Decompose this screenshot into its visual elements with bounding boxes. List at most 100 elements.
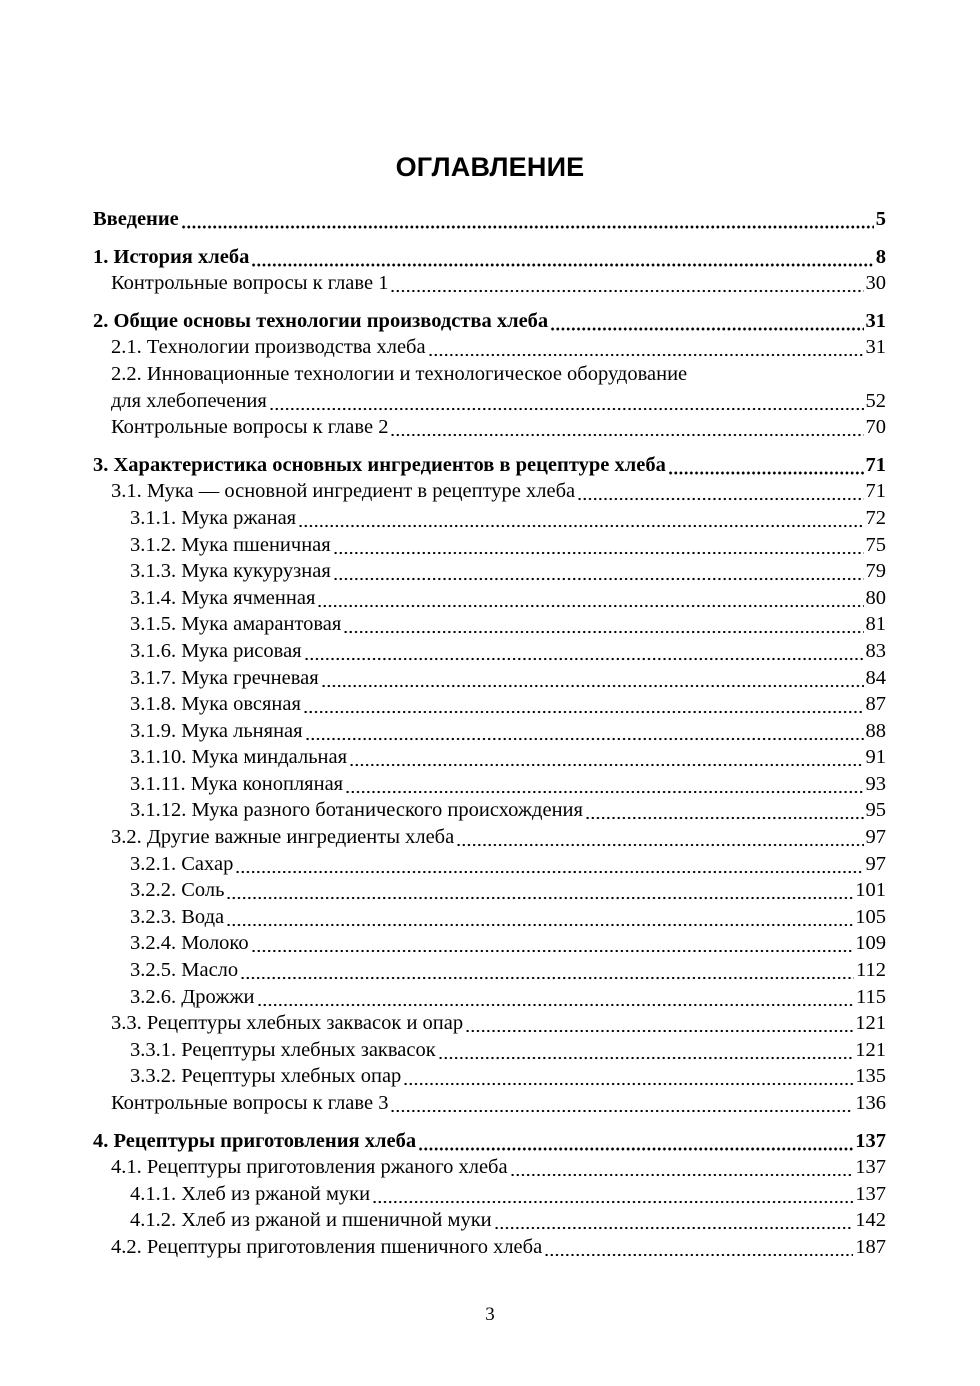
toc-entry-title: 3.1.1. Мука ржаная [130, 506, 297, 529]
toc-entry[interactable]: 3.1.4. Мука ячменная 80 [93, 584, 887, 612]
dot-leader [320, 664, 864, 692]
toc-entry[interactable]: 3.1.10. Мука миндальная 91 [93, 744, 886, 771]
toc-entry-title: 4.2. Рецептуры приготовления пшеничного … [111, 1235, 543, 1258]
toc-entry-title: 3.3.2. Рецептуры хлебных опар [130, 1065, 402, 1088]
dot-leader [667, 451, 864, 479]
toc-chapter[interactable]: 3. Характеристика основных ингредиентов … [93, 451, 886, 479]
dot-leader [465, 1010, 854, 1037]
dot-leader [390, 414, 864, 441]
toc-entry-title: 3.1.2. Мука пшеничная [130, 533, 331, 556]
dot-leader [303, 637, 864, 665]
toc-entry-page: 52 [865, 389, 887, 412]
toc-entry-title: 3.1.8. Мука овсяная [130, 693, 301, 716]
toc-entry-page: 83 [865, 639, 887, 662]
toc-entry-page: 97 [865, 826, 887, 849]
toc-entry-title: 4. Рецептуры приготовления хлеба [93, 1129, 417, 1152]
toc-entry-page: 80 [865, 586, 887, 609]
toc-entry[interactable]: для хлебопечения 52 [93, 387, 887, 415]
toc-entry[interactable]: 4.1.1. Хлеб из ржаной муки 137 [93, 1180, 886, 1208]
dot-leader [544, 1233, 854, 1261]
toc-entry[interactable]: 4.2. Рецептуры приготовления пшеничного … [93, 1233, 886, 1261]
toc-entry[interactable]: 3.1.9. Мука льняная 88 [93, 717, 886, 745]
toc-entry-page: 75 [865, 533, 887, 556]
toc-entry[interactable]: 3.2.2. Соль 101 [93, 877, 886, 904]
toc-entry-title: 3.2.5. Масло [130, 959, 239, 982]
dot-leader [493, 1207, 854, 1234]
toc-entry[interactable]: 3.2.1. Сахар 97 [93, 850, 887, 878]
toc-entry-page: 112 [856, 959, 886, 982]
toc-entry-title: 3. Характеристика основных ингредиентов … [93, 453, 666, 476]
toc-entry-page: 97 [865, 852, 887, 875]
dot-leader [403, 1063, 854, 1090]
dot-leader [251, 243, 874, 271]
toc-entry-page: 81 [865, 613, 887, 636]
toc-chapter[interactable]: Введение 5 [93, 206, 886, 233]
page-title: ОГЛАВЛЕНИЕ [395, 152, 585, 182]
table-of-contents: Введение 5 1. История хлеба 8 Контрольные во… [93, 206, 886, 1261]
toc-entry[interactable]: 3.3.2. Рецептуры хлебных опар 135 [93, 1063, 886, 1090]
toc-entry[interactable]: 3.1.6. Мука рисовая 83 [93, 637, 887, 665]
toc-entry[interactable]: 2.1. Технологии производства хлеба 31 [93, 334, 886, 361]
toc-entry-title: 2. Общие основы технологии производства … [93, 309, 549, 332]
toc-chapter[interactable]: 2. Общие основы технологии производства … [93, 307, 887, 335]
toc-chapter[interactable]: 1. История хлеба 8 [93, 243, 886, 271]
toc-entry-title: Контрольные вопросы к главе 3 [111, 1092, 389, 1114]
dot-leader [250, 930, 854, 958]
toc-entry-page: 137 [855, 1182, 886, 1205]
toc-entry-title: 3.1.10. Мука миндальная [130, 746, 348, 769]
dot-leader [304, 717, 864, 745]
toc-entry[interactable]: 3.1.8. Мука овсяная 87 [93, 691, 886, 718]
toc-entry[interactable]: 3.2.3. Вода 105 [93, 903, 886, 931]
toc-entry[interactable]: 3.3. Рецептуры хлебных заквасок и опар 12… [93, 1010, 886, 1037]
toc-entry[interactable]: 3.1. Мука — основной ингредиент в рецепт… [93, 478, 886, 505]
toc-entry[interactable]: 3.1.1. Мука ржаная 72 [93, 504, 886, 532]
dot-leader [456, 824, 864, 851]
toc-entry[interactable]: 4.1. Рецептуры приготовления ржаного хле… [93, 1154, 886, 1181]
dot-leader [437, 1036, 854, 1064]
toc-entry[interactable]: 3.1.12. Мука разного ботанического проис… [93, 797, 887, 825]
toc-entry-page: 71 [865, 480, 887, 503]
toc-entry-page: 70 [865, 416, 887, 439]
toc-entry-page: 93 [865, 772, 887, 795]
toc-entry[interactable]: 3.1.7. Мука гречневая 84 [93, 664, 887, 692]
toc-entry[interactable]: Контрольные вопросы к главе 3 136 [93, 1090, 886, 1117]
dot-leader [345, 770, 864, 798]
dot-leader [298, 504, 864, 532]
toc-entry[interactable]: Контрольные вопросы к главе 2 70 [93, 414, 886, 441]
toc-entry[interactable]: 3.1.2. Мука пшеничная 75 [93, 531, 887, 559]
dot-leader [332, 558, 864, 585]
toc-entry-page: 79 [865, 560, 887, 583]
dot-leader [226, 877, 854, 904]
toc-entry-page: 101 [855, 879, 886, 902]
toc-entry-page: 187 [855, 1235, 886, 1258]
toc-entry[interactable]: Контрольные вопросы к главе 1 30 [93, 270, 886, 297]
dot-leader [302, 691, 864, 718]
toc-entry[interactable]: 3.1.3. Мука кукурузная 79 [93, 558, 886, 585]
toc-chapter[interactable]: 4. Рецептуры приготовления хлеба 137 [93, 1127, 886, 1155]
toc-entry[interactable]: 3.1.11. Мука конопляная 93 [93, 770, 887, 798]
toc-entry-page: 137 [855, 1156, 886, 1179]
toc-entry-title: 4.1.2. Хлеб из ржаной и пшеничной муки [130, 1209, 492, 1232]
toc-entry-title: Контрольные вопросы к главе 1 [111, 272, 389, 295]
dot-leader [235, 850, 864, 878]
toc-entry[interactable]: 4.1.2. Хлеб из ржаной и пшеничной муки 14… [93, 1207, 886, 1234]
toc-entry-title: Введение [93, 208, 179, 230]
toc-entry[interactable]: 3.3.1. Рецептуры хлебных заквасок 121 [93, 1036, 886, 1064]
toc-entry-title: 3.1.9. Мука льняная [130, 719, 303, 742]
dot-leader [509, 1154, 854, 1181]
toc-entry-title: 3.1.3. Мука кукурузная [130, 560, 331, 583]
toc-entry[interactable]: 3.2.5. Масло 112 [93, 957, 886, 984]
dot-leader [268, 387, 864, 415]
toc-entry-title: 3.1.5. Мука амарантовая [130, 613, 342, 636]
toc-entry-page: 31 [865, 309, 887, 332]
toc-entry[interactable]: 3.2.4. Молоко 109 [93, 930, 886, 958]
toc-entry[interactable]: 3.1.5. Мука амарантовая 81 [93, 611, 886, 638]
toc-entry-title: 3.2. Другие важные ингредиенты хлеба [111, 826, 455, 849]
toc-entry-title: 3.1.11. Мука конопляная [130, 772, 344, 795]
dot-leader [390, 1090, 854, 1117]
toc-entry[interactable]: 3.2.6. Дрожжи 115 [93, 983, 886, 1011]
toc-entry-page: 95 [865, 799, 887, 822]
toc-entry[interactable]: 3.2. Другие важные ингредиенты хлеба 97 [93, 824, 886, 851]
toc-entry-page: 84 [865, 666, 887, 689]
toc-entry-page: 8 [875, 245, 886, 268]
